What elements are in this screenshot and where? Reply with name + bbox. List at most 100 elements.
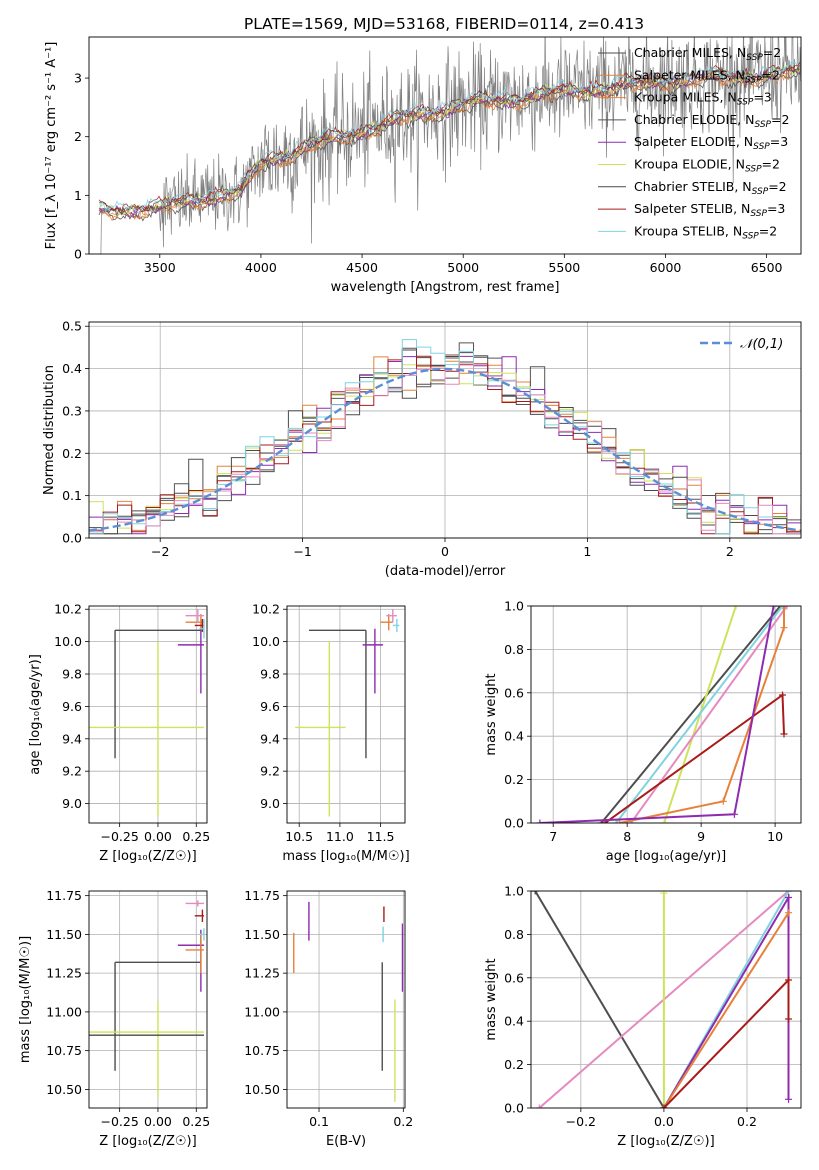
x-tick-label: −0.25 — [100, 1114, 138, 1129]
axes: −0.25 0.00 0.25 9.0 9.2 9.4 9.6 9.8 10.0 10.2 Z [l… — [28, 602, 210, 864]
y-tick-label: 0.6 — [504, 685, 524, 700]
axes-frame — [88, 605, 208, 824]
x-tick-label: 11.5 — [367, 829, 395, 844]
y-tick-label: 9.0 — [260, 796, 280, 811]
y-tick-label: 0.3 — [62, 403, 82, 418]
y-tick-label: 0.4 — [504, 729, 524, 744]
x-tick-label: 4000 — [245, 260, 277, 275]
axes: 3500 4000 4500 5000 5500 6000 6500 0 1 2 3 waveleng… — [44, 36, 802, 295]
y-tick-label: 0.2 — [504, 772, 524, 787]
model-line-salpeter-miles — [98, 69, 801, 222]
y-tick-label: 10.50 — [46, 1082, 82, 1097]
y-tick-label: 10.75 — [46, 1043, 82, 1058]
y-tick-label: 10.2 — [252, 602, 280, 617]
axes-frame — [88, 36, 802, 255]
normal-curve — [89, 367, 801, 532]
x-tick-label: 0.1 — [309, 1114, 329, 1129]
grid — [89, 606, 207, 823]
y-tick-label: 11.00 — [244, 1004, 280, 1019]
y-tick-label: 0.4 — [62, 361, 82, 376]
chart-age_vs_mass: 10.5 11.0 11.5 9.0 9.2 9.4 9.6 9.8 10.0 10.2 mass … — [252, 602, 410, 864]
y-tick-label: 11.75 — [244, 888, 280, 903]
y-tick-label: 0.8 — [504, 927, 524, 942]
x-tick-label: −0.2 — [566, 1114, 596, 1129]
series-marker — [780, 624, 788, 632]
series-marker — [612, 819, 620, 823]
model-line-kroupa-stelib — [98, 60, 800, 213]
x-tick-label: 0.25 — [182, 829, 210, 844]
series-marker — [535, 1104, 543, 1108]
y-axis-label: Normed distribution — [42, 365, 57, 495]
x-tick-label: 4500 — [346, 260, 378, 275]
x-tick-label: −1 — [293, 544, 311, 559]
plot-area — [295, 609, 400, 817]
plot-area — [89, 609, 205, 817]
axes-frame — [286, 890, 406, 1109]
y-tick-label: 9.6 — [62, 699, 82, 714]
grid — [287, 606, 405, 823]
y-tick-label: 11.50 — [244, 927, 280, 942]
axes: 0.1 0.2 10.50 10.75 11.00 11.25 11.50 11.75 E(B-… — [244, 888, 413, 1149]
x-axis-label: Z [log₁₀(Z/Z☉)] — [99, 849, 196, 864]
series-marker — [783, 606, 791, 610]
series-marker — [785, 891, 793, 895]
axes-frame — [88, 890, 208, 1109]
y-tick-label: 9.2 — [62, 764, 82, 779]
y-tick-label: 1 — [74, 188, 82, 203]
y-tick-label: 0.2 — [504, 1057, 524, 1072]
x-tick-label: −0.25 — [100, 829, 138, 844]
errorbar-point — [308, 629, 367, 759]
series-marker — [785, 909, 793, 917]
x-axis-label: Z [log₁₀(Z/Z☉)] — [99, 1134, 196, 1149]
y-tick-label: 10.0 — [252, 634, 280, 649]
x-tick-label: 5000 — [447, 260, 479, 275]
x-tick-label: 6500 — [751, 260, 783, 275]
errorbar-point — [185, 614, 204, 631]
series-marker — [732, 606, 740, 610]
y-tick-label: 9.6 — [260, 699, 280, 714]
series-marker — [780, 606, 788, 610]
series-line-salpeter-miles — [663, 912, 790, 1108]
legend-entry: Chabrier ELODIE, NSSP=2 — [634, 112, 789, 130]
chart-age_vs_Z: −0.25 0.00 0.25 9.0 9.2 9.4 9.6 9.8 10.0 10.2 Z [l… — [28, 602, 210, 864]
model-line-chabrier-stelib — [98, 65, 801, 218]
x-tick-label: 3500 — [144, 260, 176, 275]
errorbar-point — [185, 934, 204, 974]
series-marker — [730, 810, 738, 818]
y-tick-label: 0.0 — [62, 531, 82, 546]
chart-residual_histogram: −2 −1 0 1 2 0.0 0.1 0.2 0.3 0.4 0.5 (data-model)/er… — [42, 319, 802, 579]
x-tick-label: 0.0 — [654, 1114, 674, 1129]
y-tick-label: 10.75 — [244, 1043, 280, 1058]
x-tick-label: 0.25 — [182, 1114, 210, 1129]
figure-title: PLATE=1569, MJD=53168, FIBERID=0114, z=0… — [244, 15, 644, 33]
histogram-step-kroupa-stelib — [89, 339, 801, 535]
x-tick-label: 11.0 — [326, 829, 354, 844]
x-tick-label: 0 — [441, 544, 449, 559]
x-tick-label: 10 — [767, 829, 783, 844]
errorbar-point — [392, 618, 400, 632]
errorbar-point — [185, 609, 204, 623]
y-tick-label: 0.5 — [62, 319, 82, 334]
series-line-chabrier-miles — [534, 891, 665, 1108]
y-tick-label: 0.0 — [504, 1101, 524, 1116]
legend-entry: Chabrier MILES, NSSP=2 — [634, 45, 781, 63]
x-tick-label: 2 — [726, 544, 734, 559]
axes-frame — [530, 605, 802, 824]
x-tick-label: −2 — [151, 544, 169, 559]
errorbar-point — [199, 928, 205, 941]
x-axis-label: age [log₁₀(age/yr)] — [606, 849, 727, 864]
y-tick-label: 11.25 — [46, 966, 82, 981]
model-line-salpeter-stelib — [98, 62, 801, 213]
legend: Chabrier MILES, NSSP=2 Salpeter MILES, NS… — [598, 45, 789, 241]
legend-entry: Salpeter MILES, NSSP=2 — [634, 67, 780, 85]
x-tick-label: 0.2 — [737, 1114, 757, 1129]
plot-area — [293, 901, 404, 1102]
series-line-kroupa-stelib — [615, 606, 784, 823]
axes-frame — [530, 890, 802, 1109]
errorbar-point — [114, 629, 201, 759]
x-tick-label: 6000 — [650, 260, 682, 275]
series-marker — [770, 606, 778, 610]
legend-entry: 𝒩(0,1) — [740, 337, 783, 352]
y-tick-label: 9.8 — [62, 667, 82, 682]
axes: 7 8 9 10 0.0 0.2 0.4 0.6 0.8 1.0 age [log₁₀(age/yr… — [484, 599, 802, 864]
